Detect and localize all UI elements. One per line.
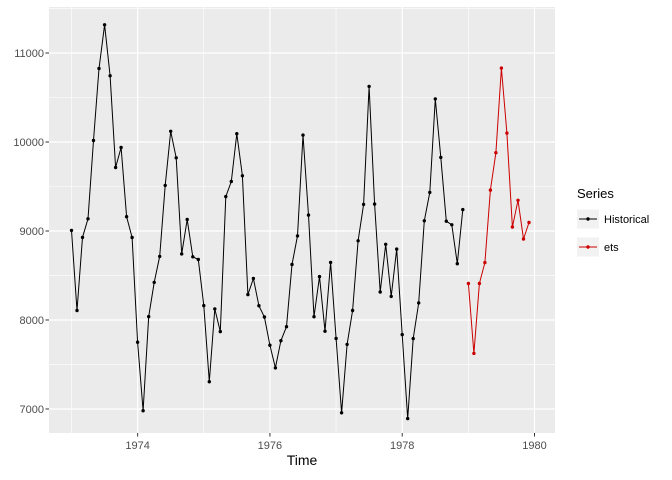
legend: Series Historical ets bbox=[577, 186, 649, 257]
legend-key-point-historical bbox=[586, 217, 590, 221]
axis-ticks bbox=[45, 52, 535, 437]
y-tick-label-7000: 7000 bbox=[20, 404, 44, 416]
x-axis-labels: 1974 1976 1978 1980 bbox=[125, 440, 546, 452]
legend-key-point-ets bbox=[586, 245, 590, 249]
x-tick-label-1978: 1978 bbox=[390, 440, 414, 452]
x-tick-label-1974: 1974 bbox=[125, 440, 149, 452]
y-tick-label-8000: 8000 bbox=[20, 315, 44, 327]
legend-label-ets: ets bbox=[604, 242, 619, 254]
data-series bbox=[69, 23, 531, 421]
y-axis-labels: 7000 8000 9000 10000 11000 bbox=[13, 48, 44, 416]
legend-title: Series bbox=[577, 186, 614, 201]
x-axis-title: Time bbox=[287, 452, 318, 468]
x-tick-label-1980: 1980 bbox=[522, 440, 546, 452]
x-tick-label-1976: 1976 bbox=[258, 440, 282, 452]
y-tick-label-10000: 10000 bbox=[13, 137, 44, 149]
y-tick-label-9000: 9000 bbox=[20, 226, 44, 238]
plot-panel bbox=[49, 7, 555, 433]
legend-label-historical: Historical bbox=[604, 214, 649, 226]
gridlines bbox=[49, 7, 555, 433]
y-tick-label-11000: 11000 bbox=[14, 48, 44, 60]
